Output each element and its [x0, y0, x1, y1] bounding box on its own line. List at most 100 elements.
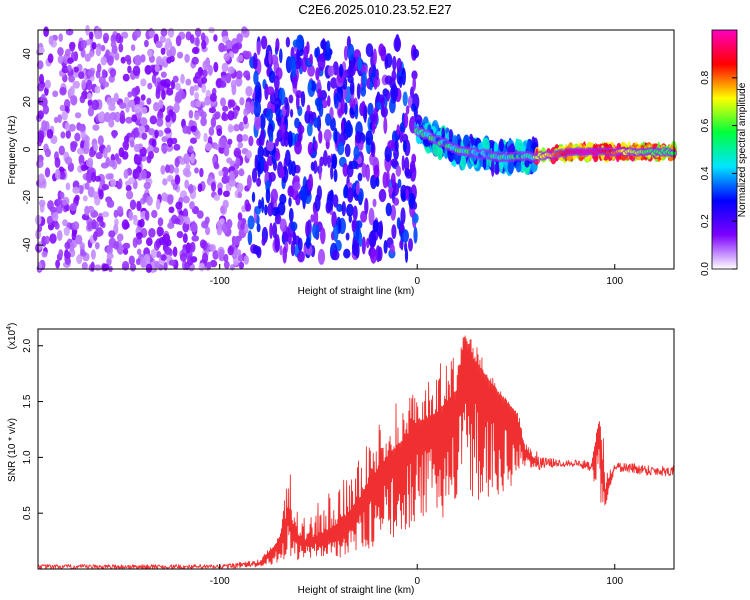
heatmap-cell — [154, 63, 160, 73]
heatmap-cell — [38, 73, 45, 85]
heatmap-cell — [101, 69, 107, 79]
heatmap-cell — [257, 145, 264, 161]
colorbar-tick-label: 0.8 — [700, 70, 711, 84]
heatmap-cell — [76, 254, 83, 265]
heatmap-cell — [332, 155, 337, 170]
heatmap-cell — [227, 110, 235, 121]
heatmap-cell — [361, 163, 367, 178]
heatmap-cell — [167, 27, 175, 38]
heatmap-cell — [136, 258, 141, 266]
heatmap-cell — [360, 86, 367, 97]
heatmap-cell — [237, 212, 243, 221]
heatmap-cell — [389, 243, 395, 254]
heatmap-cell — [126, 190, 134, 200]
heatmap-cell — [287, 185, 295, 198]
heatmap-cell — [402, 91, 408, 107]
heatmap-cell — [401, 192, 407, 202]
heatmap-cell — [172, 246, 178, 258]
snr-panel: -100 0 100 0.5 1.0 1.5 2.0 Height of straight… — [6, 323, 675, 596]
snr-y-multiplier: (x104) — [6, 323, 18, 350]
heatmap-cell — [220, 75, 227, 82]
heatmap-cell — [87, 99, 93, 106]
heatmap-cell — [273, 75, 280, 91]
heatmap-cell — [238, 54, 244, 62]
heatmap-cell — [138, 143, 143, 150]
heatmap-cell — [288, 197, 292, 207]
colorbar-gradient — [712, 30, 737, 269]
colorbar-label: Normalized spectral amplitude — [737, 82, 748, 217]
heatmap-cell — [123, 248, 129, 255]
heatmap-cell — [67, 57, 74, 64]
heatmap-cell — [448, 129, 453, 141]
heatmap-cell — [87, 205, 95, 214]
heatmap-cell — [268, 50, 272, 65]
heatmap-cell — [223, 260, 230, 269]
heatmap-cell — [116, 182, 122, 190]
heatmap-cell — [383, 116, 388, 134]
heatmap-cell — [295, 60, 301, 70]
heatmap-cell — [317, 53, 326, 71]
heatmap-cell — [288, 94, 294, 104]
figure-title: C2E6.2025.010.23.52.E27 — [298, 2, 451, 17]
heatmap-cell — [337, 141, 345, 156]
heatmap-cell — [38, 173, 45, 183]
heatmap-cell — [203, 132, 208, 143]
heatmap-cell — [401, 67, 407, 86]
heatmap-cell — [408, 238, 413, 252]
heatmap-cell — [365, 43, 374, 57]
heatmap-cell — [222, 199, 229, 209]
heatmap-cell — [97, 135, 104, 146]
heatmap-cell — [266, 108, 273, 122]
heatmap-cell — [199, 167, 204, 178]
heatmap-cell — [136, 248, 142, 255]
heatmap-cell — [387, 140, 395, 150]
heatmap-cell — [310, 214, 314, 223]
heatmap-cell — [325, 40, 331, 53]
heatmap-cell — [244, 51, 252, 60]
heatmap-cell — [106, 144, 111, 153]
heatmap-cell — [46, 129, 54, 139]
heatmap-cell — [395, 165, 402, 177]
snr-series-line — [37, 335, 675, 570]
heatmap-cell — [213, 161, 219, 169]
heatmap-cell — [108, 119, 115, 128]
heatmap-cell — [274, 151, 281, 161]
heatmap-cell — [379, 220, 383, 238]
heatmap-cell — [106, 257, 112, 266]
heatmap-cell — [123, 96, 130, 106]
heatmap-cell — [124, 54, 131, 62]
heatmap-cell — [333, 168, 338, 183]
heatmap-cell — [223, 146, 230, 157]
heatmap-cell — [188, 145, 194, 153]
heatmap-cell — [282, 246, 288, 264]
heatmap-cell — [64, 203, 70, 212]
heatmap-cell — [44, 235, 50, 245]
heatmap-cell — [190, 153, 195, 164]
heatmap-cell — [125, 185, 132, 192]
heatmap-cell — [140, 78, 147, 87]
heatmap-y-tick-label: -40 — [22, 237, 33, 252]
heatmap-cell — [337, 84, 344, 103]
heatmap-cell — [316, 98, 322, 112]
heatmap-cell — [72, 221, 80, 231]
heatmap-cell — [380, 46, 387, 62]
heatmap-cell — [184, 216, 191, 225]
heatmap-cell — [57, 114, 62, 123]
heatmap-cell — [257, 160, 261, 178]
heatmap-cell — [279, 166, 285, 179]
heatmap-cell — [108, 173, 114, 180]
heatmap-cell — [373, 164, 380, 180]
heatmap-cell — [194, 100, 202, 108]
heatmap-cell — [92, 124, 100, 131]
heatmap-cell — [201, 40, 207, 50]
heatmap-cell — [284, 149, 291, 167]
heatmap-cell — [155, 40, 163, 49]
heatmap-cell — [168, 109, 174, 117]
heatmap-cell — [44, 167, 51, 178]
heatmap-cell — [261, 237, 266, 246]
heatmap-cell — [490, 159, 495, 177]
heatmap-cell — [189, 85, 195, 96]
heatmap-cell — [394, 139, 399, 152]
heatmap-cell — [57, 55, 64, 64]
heatmap-cell — [352, 205, 358, 221]
